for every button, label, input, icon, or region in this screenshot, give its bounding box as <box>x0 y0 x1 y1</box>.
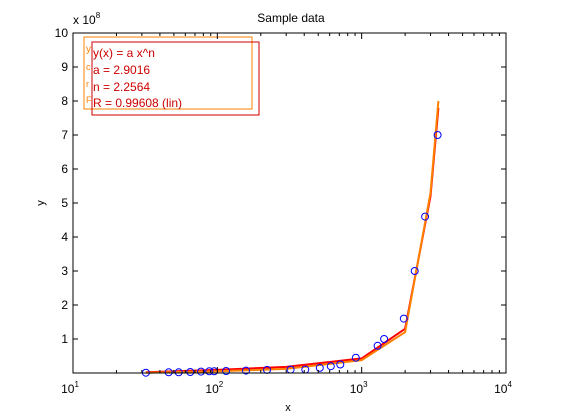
y-multiplier-exponent: 8 <box>96 11 101 20</box>
data-point <box>186 368 195 376</box>
x-tick-label-base: 10 <box>350 382 364 396</box>
data-point <box>421 212 430 221</box>
legend-orange-line-1: y <box>86 44 91 55</box>
y-tick-label: 10 <box>55 26 69 40</box>
legend-orange-line-3: r <box>86 79 89 89</box>
x-axis-label: x <box>285 402 291 414</box>
data-point <box>433 131 442 139</box>
data-point <box>242 366 250 375</box>
data-point <box>222 367 231 375</box>
y-multiplier-base: x 10 <box>73 13 96 27</box>
chart-title: Sample data <box>257 11 325 25</box>
x-tick-label-base: 10 <box>494 382 508 396</box>
legend-fit-a: a = 2.9016 <box>93 63 150 77</box>
data-point <box>373 341 382 350</box>
data-point <box>205 367 214 376</box>
data-point <box>351 353 360 362</box>
data-point <box>399 314 408 323</box>
legend-box-red <box>91 41 260 116</box>
y-tick-label: 6 <box>61 162 68 176</box>
data-point <box>326 362 335 371</box>
fit-legend: y c r F y(x) = a x^n a = 2.9016 n = 2.25… <box>83 36 260 116</box>
legend-box-orange <box>83 36 253 110</box>
y-axis-label: y <box>35 200 47 206</box>
x-tick-label-base: 10 <box>61 382 75 396</box>
y-tick-label: 3 <box>61 264 68 278</box>
x-tick-label-exponent: 3 <box>363 380 368 389</box>
y-tick-label: 4 <box>61 230 68 244</box>
legend-orange-line-2: c <box>86 62 91 72</box>
x-tick-label-exponent: 1 <box>74 380 79 389</box>
legend-fit-r: R = 0.99608 (lin) <box>93 96 182 110</box>
data-point <box>380 335 389 343</box>
x-tick-label: 103 <box>350 380 368 396</box>
data-point <box>174 368 183 377</box>
data-point <box>315 363 324 372</box>
data-point <box>164 368 173 377</box>
legend-orange-line-4: F <box>86 95 92 105</box>
x-tick-label: 101 <box>61 380 79 396</box>
y-tick-label: 5 <box>61 196 68 210</box>
data-point <box>336 360 345 369</box>
x-tick-label-base: 10 <box>205 382 219 396</box>
x-tick-label: 102 <box>205 380 223 396</box>
y-tick-label: 9 <box>61 60 68 74</box>
legend-fit-equation: y(x) = a x^n <box>93 46 155 60</box>
y-multiplier: x 108 <box>73 11 101 27</box>
x-tick-label-exponent: 4 <box>507 380 512 389</box>
data-point <box>410 267 419 275</box>
data-point <box>197 367 205 376</box>
y-tick-label: 8 <box>61 94 68 108</box>
legend-fit-n: n = 2.2564 <box>93 80 150 94</box>
y-tick-label: 7 <box>61 128 68 142</box>
y-tick-label: 1 <box>61 332 68 346</box>
x-tick-label-exponent: 2 <box>219 380 224 389</box>
y-tick-label: 2 <box>61 298 68 312</box>
x-tick-label: 104 <box>494 380 512 396</box>
